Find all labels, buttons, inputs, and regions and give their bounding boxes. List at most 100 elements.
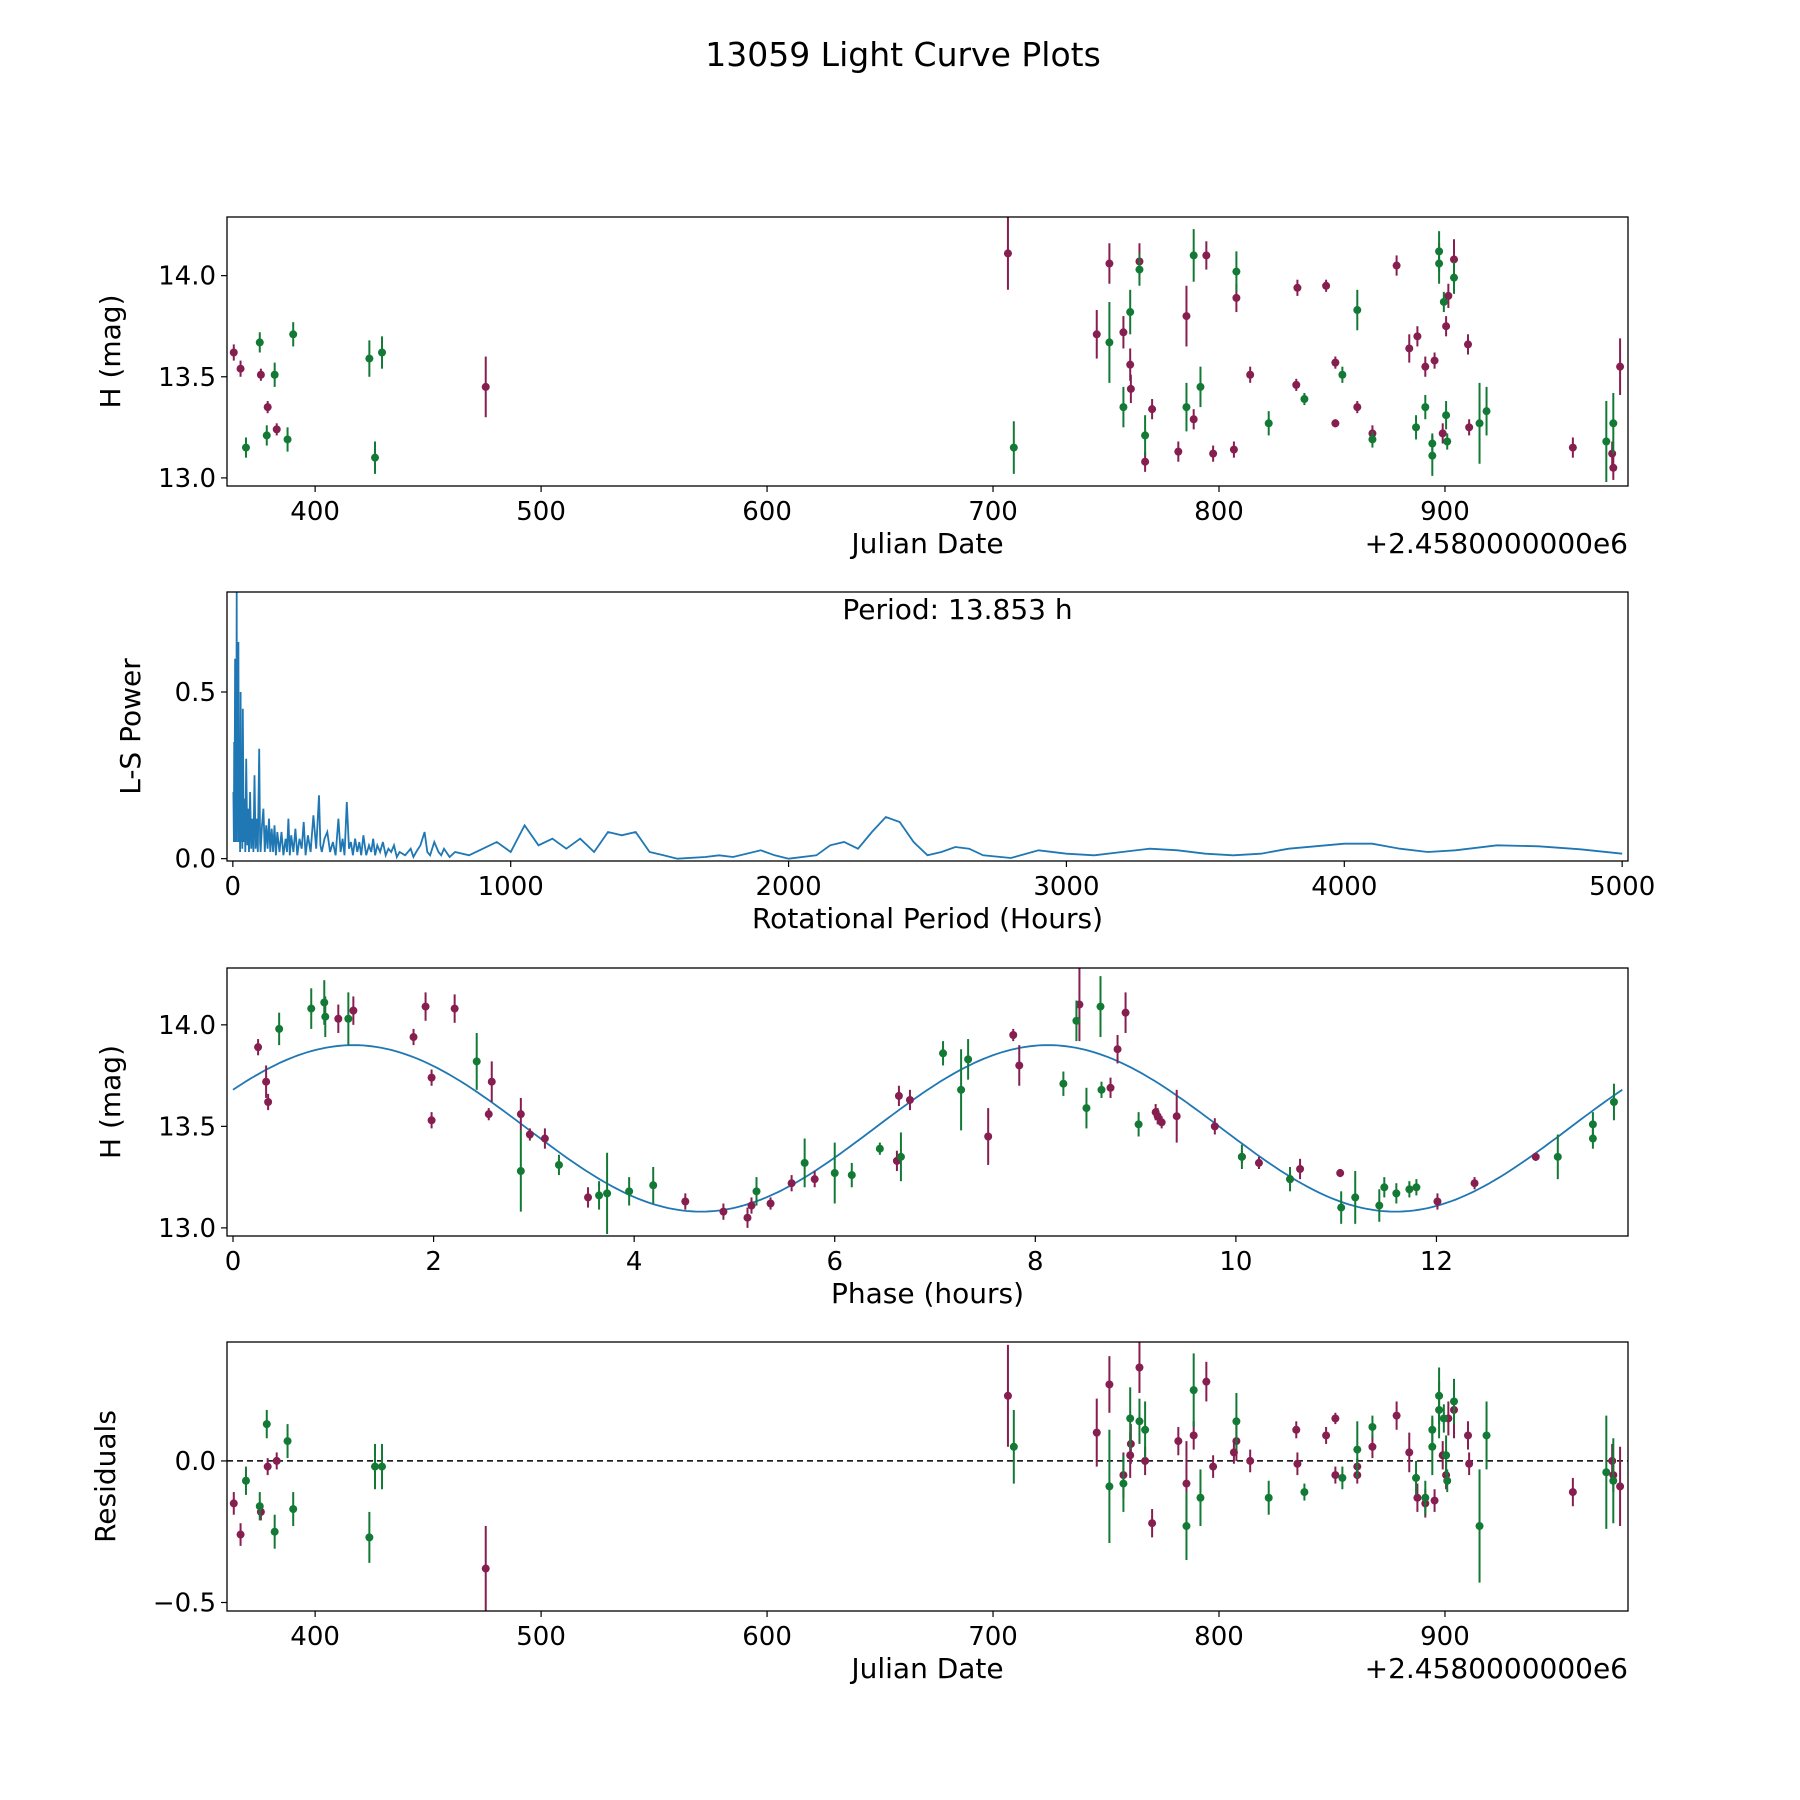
data-point (1442, 1451, 1451, 1460)
data-point (1470, 1179, 1479, 1188)
data-point (1588, 1120, 1597, 1129)
data-point (1602, 437, 1611, 446)
x-offset-text: +2.4580000000e6 (1365, 527, 1628, 560)
periodogram-line (232, 592, 1623, 860)
data-point (1338, 1473, 1347, 1482)
x-tick-label: 12 (1420, 1247, 1453, 1277)
data-point (1113, 1045, 1122, 1054)
data-point (1439, 1414, 1448, 1423)
data-point (1442, 411, 1451, 420)
y-tick-label: 13.5 (158, 1112, 216, 1142)
data-point (1189, 1386, 1198, 1395)
axes-frame (226, 591, 1629, 862)
data-point (1450, 255, 1459, 264)
data-point (421, 1002, 430, 1011)
data-point (1331, 1471, 1340, 1480)
data-point (1435, 1405, 1444, 1414)
data-point (1602, 1468, 1611, 1477)
data-point (487, 1077, 496, 1086)
data-point (378, 348, 387, 357)
data-point (1375, 1201, 1384, 1210)
data-point (540, 1134, 549, 1143)
data-point (1174, 1437, 1183, 1446)
data-point (1421, 1493, 1430, 1502)
data-point (1353, 403, 1362, 412)
y-tick-label: −0.5 (153, 1589, 216, 1619)
data-point (334, 1014, 343, 1023)
data-point (1296, 1165, 1305, 1173)
data-point (1119, 328, 1128, 337)
figure-title: 13059 Light Curve Plots (705, 35, 1101, 74)
data-point (450, 1004, 459, 1013)
data-point (229, 348, 238, 357)
data-point (1464, 1431, 1473, 1440)
data-point (236, 364, 245, 373)
data-point (1482, 407, 1491, 416)
data-point (1153, 1112, 1162, 1121)
data-point (1232, 293, 1241, 302)
panel-lightcurve: 400 500 600 700 800 900 13.0 13.5 14.0 Julian Dat… (94, 216, 1629, 560)
data-point (349, 1006, 358, 1015)
data-point (1608, 449, 1617, 458)
data-point (236, 1530, 245, 1539)
data-point (1380, 1183, 1389, 1192)
data-point (1097, 1085, 1106, 1094)
data-point (472, 1057, 481, 1066)
data-point (1331, 1414, 1340, 1423)
data-point (409, 1033, 418, 1042)
x-tick-label: 5000 (1589, 872, 1655, 902)
data-point (320, 998, 329, 1007)
data-point (1353, 306, 1362, 315)
data-point (747, 1201, 756, 1210)
data-point (1246, 1456, 1255, 1465)
data-point (1300, 395, 1309, 404)
data-point (255, 338, 264, 347)
data-point (427, 1116, 436, 1125)
data-point (957, 1085, 966, 1094)
data-point (378, 1462, 387, 1471)
x-tick-label: 800 (1194, 1622, 1244, 1652)
data-point (1141, 1456, 1150, 1465)
data-point (1210, 1122, 1219, 1131)
panel-residuals: 400 500 600 700 800 900 −0.5 0.0 Julian Date Resi… (89, 1341, 1629, 1685)
x-axis-label: Rotational Period (Hours) (752, 902, 1103, 935)
data-point (1105, 338, 1114, 347)
plot-area (232, 592, 1623, 860)
data-point (1082, 1104, 1091, 1113)
data-point (1430, 1496, 1439, 1505)
data-point (1003, 249, 1012, 258)
y-tick-label: 13.0 (158, 464, 216, 494)
x-tick-label: 8 (1027, 1247, 1044, 1277)
data-point (1293, 283, 1302, 292)
data-point (743, 1213, 752, 1222)
data-point (800, 1158, 809, 1167)
data-point (1105, 1482, 1114, 1491)
x-tick-label: 4 (626, 1247, 643, 1277)
data-point (905, 1095, 914, 1104)
panel-phased: 0 2 4 6 8 10 12 13.0 13.5 14.0 Phase (hours) H (mag… (94, 967, 1629, 1310)
x-axis-label: Julian Date (849, 1652, 1003, 1685)
data-point (1588, 1134, 1597, 1143)
data-point (1134, 1120, 1143, 1129)
data-point (894, 1091, 903, 1100)
data-point (241, 443, 250, 452)
data-point (1135, 1417, 1144, 1426)
data-point (427, 1073, 436, 1082)
data-point (275, 1024, 284, 1033)
data-point (1126, 1414, 1135, 1423)
y-tick-label: 13.5 (158, 363, 216, 393)
data-point (1237, 1152, 1246, 1161)
data-point (1337, 1203, 1346, 1212)
data-point (1182, 1479, 1191, 1488)
data-point (321, 1012, 330, 1021)
data-point (283, 435, 292, 444)
data-point (1075, 1000, 1084, 1009)
data-point (1059, 1079, 1068, 1088)
data-point (1106, 1083, 1115, 1092)
data-point (1254, 1158, 1263, 1167)
data-point (1182, 403, 1191, 412)
y-axis-label: Residuals (89, 1410, 122, 1543)
data-point (1412, 1183, 1421, 1192)
data-point (787, 1179, 796, 1188)
data-point (254, 1043, 263, 1052)
